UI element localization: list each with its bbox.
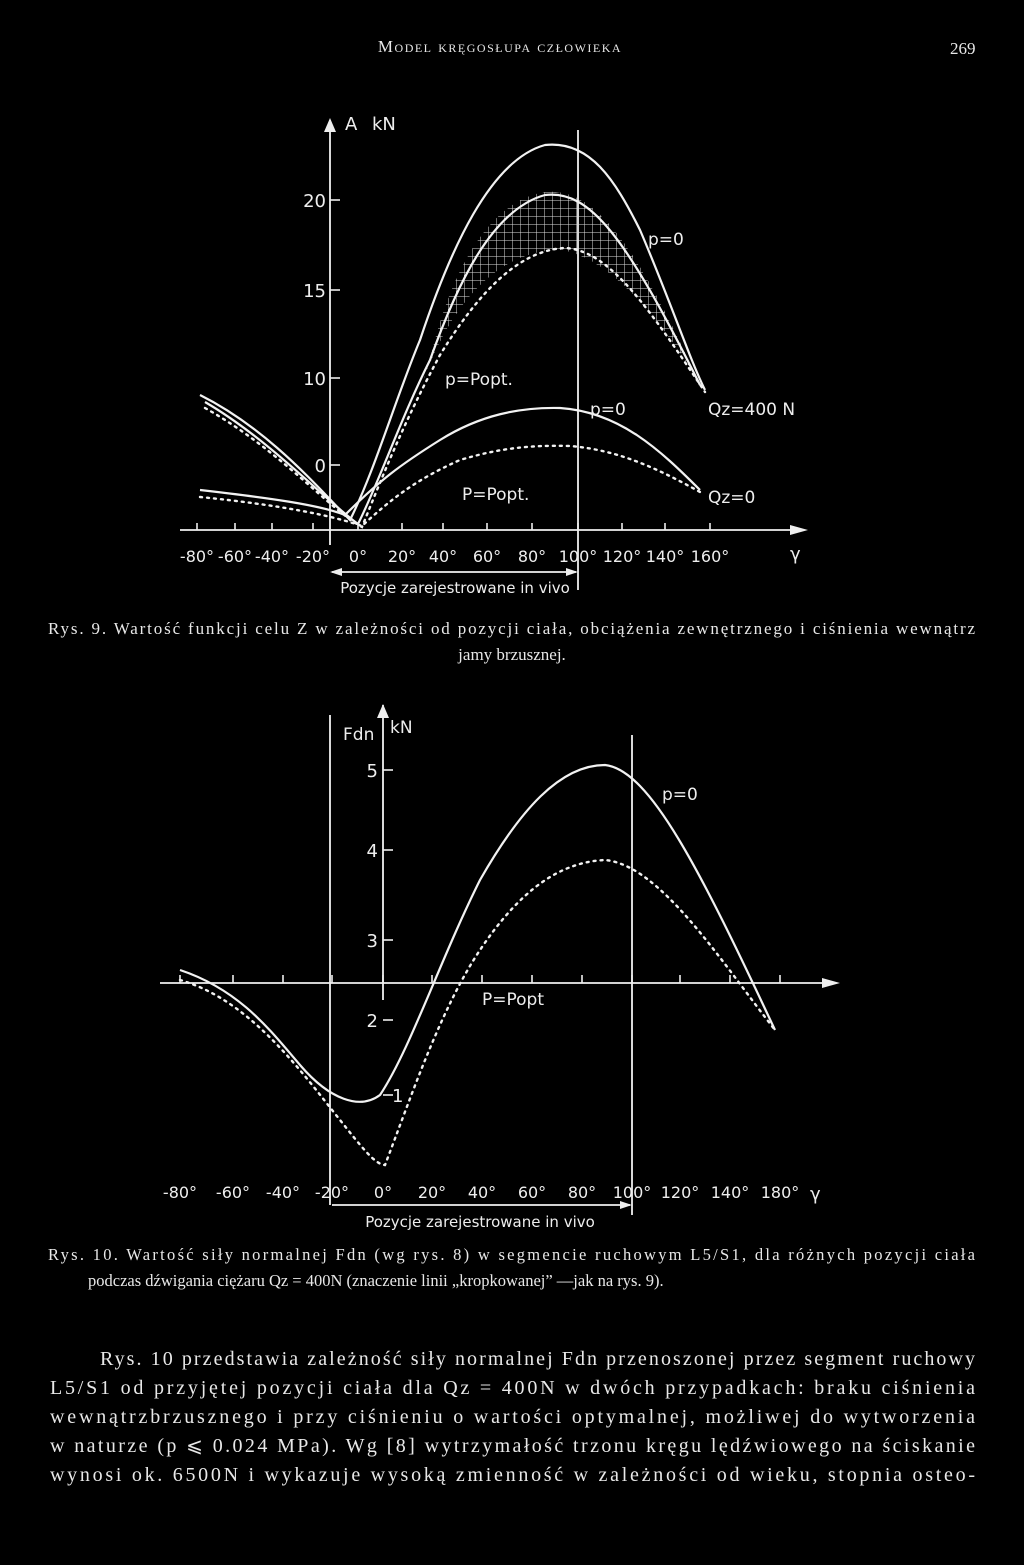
x-symbol: γ <box>810 1184 821 1205</box>
annotation: p=0 <box>662 785 698 805</box>
x-tick-label: 120° <box>603 547 642 566</box>
annotation: p=0 <box>590 400 626 420</box>
x-tick-label: 0° <box>349 547 367 566</box>
hatched-region <box>420 191 705 392</box>
y-tick-label: 4 <box>367 841 378 862</box>
y-tick-label: 3 <box>367 931 378 952</box>
body-line: Rys. 10 przedstawia zależność siły norma… <box>100 1348 975 1370</box>
x-tick-label: 100° <box>613 1183 652 1202</box>
arrowhead <box>566 568 578 576</box>
page-number: 269 <box>950 39 976 58</box>
body-line: wewnątrzbrzusznego i przy ciśnieniu o wa… <box>50 1406 975 1428</box>
y-label: A <box>345 114 358 135</box>
x-tick-label: 160° <box>691 547 730 566</box>
x-tick-label: -20° <box>296 547 330 566</box>
x-tick-label: 140° <box>711 1183 750 1202</box>
arrowhead <box>620 1201 632 1209</box>
arrowhead <box>377 704 389 718</box>
x-tick-label: 40° <box>429 547 457 566</box>
x-tick-label: 0° <box>374 1183 392 1202</box>
y-tick-label: 2 <box>367 1011 378 1032</box>
caption-line: Rys. 10. Wartość siły normalnej Fdn (wg … <box>48 1245 976 1264</box>
body-line: w naturze (p ⩽ 0.024 MPa). Wg [8] wytrzy… <box>50 1435 975 1457</box>
annotation: Qz=400 N <box>708 400 795 420</box>
curve-p0 <box>179 763 776 1103</box>
annotation: Qz=0 <box>708 488 755 508</box>
x-tick-label: -60° <box>216 1183 250 1202</box>
curve-popt-qz0 <box>198 444 702 528</box>
y-tick-label: 10 <box>303 369 326 390</box>
annotation: p=Popt. <box>445 370 513 390</box>
curve-popt-qz400 <box>203 246 707 529</box>
x-tick-label: 20° <box>388 547 416 566</box>
x-tick-label: -60° <box>218 547 252 566</box>
arrowhead <box>790 525 808 535</box>
figure-1: A kN γ Pozycje zarejestrowane in vivo Ry… <box>48 114 975 664</box>
y-unit: kN <box>372 114 396 135</box>
x-tick-label: 120° <box>661 1183 700 1202</box>
arrowhead <box>822 978 840 988</box>
x-tick-label: -40° <box>266 1183 300 1202</box>
arrowhead <box>324 118 336 132</box>
x-tick-label: 180° <box>761 1183 800 1202</box>
x-tick-label: -80° <box>180 547 214 566</box>
x-tick-label: 80° <box>568 1183 596 1202</box>
annotation: P=Popt <box>482 990 544 1010</box>
y-unit: kN <box>390 718 413 738</box>
annotation: P=Popt. <box>462 485 529 505</box>
x-tick-label: 20° <box>418 1183 446 1202</box>
running-title: Model kręgosłupa człowieka <box>378 37 622 56</box>
x-tick-label: -20° <box>315 1183 349 1202</box>
annotation: p=0 <box>648 230 684 250</box>
x-tick-label: 40° <box>468 1183 496 1202</box>
curve-upper-hatch <box>204 193 701 526</box>
x-symbol: γ <box>790 544 801 565</box>
y-tick-label: 0 <box>315 456 326 477</box>
x-tick-label: -80° <box>163 1183 197 1202</box>
y-tick-label: 20 <box>303 191 326 212</box>
x-tick-label: 60° <box>518 1183 546 1202</box>
caption-line: jamy brzusznej. <box>457 645 566 664</box>
x-tick-label: 100° <box>559 547 598 566</box>
range-label: Pozycje zarejestrowane in vivo <box>365 1213 595 1231</box>
x-tick-label: 60° <box>473 547 501 566</box>
curve-popt <box>178 858 777 1167</box>
x-tick-label: -40° <box>255 547 289 566</box>
y-label: Fdn <box>343 725 374 745</box>
caption-line: podczas dźwigania ciężaru Qz = 400N (zna… <box>88 1271 664 1290</box>
y-tick-label: 5 <box>367 761 378 782</box>
body-line: wynosi ok. 6500N i wykazuje wysoką zmien… <box>50 1464 975 1486</box>
x-tick-label: 80° <box>518 547 546 566</box>
range-label: Pozycje zarejestrowane in vivo <box>340 579 570 597</box>
arrowhead <box>330 568 342 576</box>
y-tick-label: 15 <box>303 281 326 302</box>
curve-p0-qz0 <box>199 406 701 517</box>
figure-2: Fdn kN γ Pozycje zarejestrowane in vivo … <box>48 704 976 1290</box>
x-tick-label: 140° <box>646 547 685 566</box>
caption-line: Rys. 9. Wartość funkcji celu Z w zależno… <box>48 619 975 638</box>
y-tick-label: 1 <box>392 1086 403 1107</box>
